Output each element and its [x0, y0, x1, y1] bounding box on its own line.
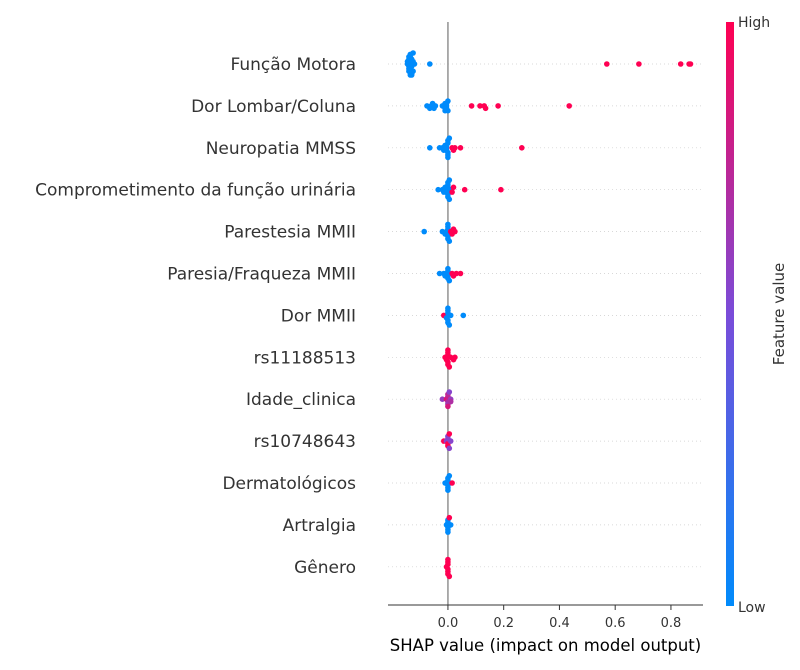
shap-point: [446, 135, 453, 141]
shap-point: [450, 184, 457, 191]
shap-point: [445, 305, 451, 312]
shap-point: [445, 221, 451, 228]
shap-point: [446, 445, 453, 452]
shap-point: [435, 186, 442, 193]
shap-point: [445, 98, 451, 104]
shap-point: [445, 529, 451, 535]
colorbar-high-label: High: [738, 15, 770, 31]
shap-point: [447, 438, 454, 444]
feature-label: rs11188513: [254, 348, 356, 368]
shap-point: [447, 312, 454, 319]
shap-point: [427, 61, 433, 67]
shap-point: [446, 473, 453, 479]
x-axis-title: SHAP value (impact on model output): [390, 636, 701, 655]
x-tick-label: 0.2: [493, 616, 514, 631]
x-tick-label: 0.0: [438, 616, 459, 631]
feature-label: rs10748643: [254, 432, 356, 452]
shap-point: [432, 103, 439, 109]
shap-point: [468, 103, 475, 109]
colorbar-title: Feature value: [770, 263, 788, 365]
feature-labels: Função Motora Dor Lombar/Coluna Neuropatia…: [35, 55, 356, 578]
shap-point: [687, 61, 694, 67]
feature-label: Artralgia: [283, 516, 356, 536]
feature-label: Dor MMII: [281, 306, 356, 326]
feature-label: Dor Lombar/Coluna: [191, 97, 356, 117]
shap-point: [446, 277, 453, 284]
shap-point: [445, 403, 451, 410]
feature-label: Função Motora: [230, 55, 356, 75]
shap-point: [636, 61, 642, 67]
shap-point: [452, 354, 458, 361]
shap-point: [445, 107, 451, 114]
shap-point: [482, 105, 489, 112]
shap-point: [446, 389, 453, 395]
shap-point: [446, 196, 453, 203]
feature-label: Neuropatia MMSS: [206, 139, 356, 159]
shap-point: [452, 145, 458, 151]
shap-point: [460, 312, 467, 319]
shap-point: [677, 61, 684, 67]
x-tick-label: 0.6: [605, 616, 626, 631]
shap-point: [449, 189, 455, 195]
shap-point: [453, 270, 460, 277]
shap-point: [436, 270, 443, 277]
shap-point: [447, 398, 454, 405]
shap-point: [445, 556, 451, 563]
shap-point: [498, 186, 504, 193]
feature-label: Comprometimento da função urinária: [35, 181, 356, 201]
shap-point: [477, 103, 483, 109]
feature-label: Parestesia MMII: [224, 223, 356, 243]
shap-points: [404, 50, 694, 580]
shap-point: [452, 228, 458, 235]
shap-point: [445, 154, 451, 161]
shap-point: [421, 228, 428, 235]
feature-label: Idade_clinica: [246, 390, 356, 410]
shap-point: [446, 364, 453, 370]
colorbar: [726, 22, 734, 606]
shap-point: [445, 487, 451, 494]
x-axis-ticks: 0.0 0.2 0.4 0.6 0.8: [438, 605, 682, 631]
shap-point: [519, 145, 525, 151]
feature-label: Paresia/Fraqueza MMII: [167, 265, 356, 285]
shap-point: [407, 72, 414, 78]
shap-point: [406, 54, 412, 60]
shap-point: [604, 61, 610, 67]
shap-point: [446, 177, 453, 183]
shap-point: [446, 431, 453, 437]
shap-point: [410, 50, 416, 56]
colorbar-low-label: Low: [738, 600, 766, 616]
shap-point: [449, 480, 455, 486]
shap-point: [427, 145, 433, 151]
shap-point: [566, 103, 572, 109]
shap-point: [446, 514, 453, 521]
shap-point: [457, 270, 464, 277]
feature-label: Dermatológicos: [222, 474, 356, 494]
shap-point: [446, 238, 453, 244]
shap-point: [457, 145, 464, 151]
shap-point: [445, 347, 451, 353]
shap-point: [461, 186, 468, 193]
shap-point: [411, 61, 418, 67]
shap-point: [445, 265, 451, 272]
x-tick-label: 0.4: [549, 616, 570, 631]
feature-label: Gênero: [294, 558, 356, 578]
shap-point: [495, 103, 501, 109]
shap-point: [446, 322, 453, 328]
shap-point: [439, 396, 446, 403]
shap-point: [446, 573, 453, 580]
x-tick-label: 0.8: [661, 616, 682, 631]
shap-point: [447, 522, 454, 528]
row-gridlines: [388, 63, 703, 568]
